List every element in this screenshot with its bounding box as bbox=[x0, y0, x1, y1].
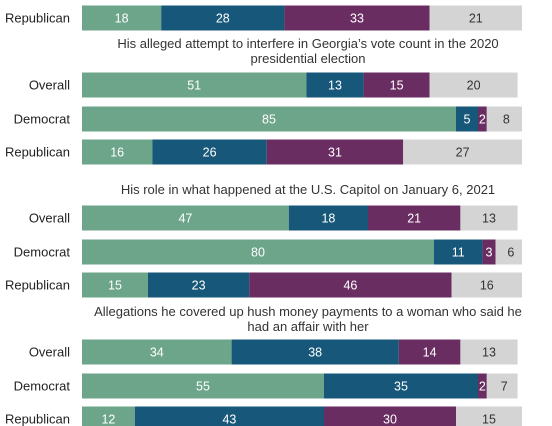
bar-segment-1 bbox=[82, 139, 153, 165]
row-label-republican: Republican bbox=[5, 145, 70, 160]
bar-segment-1 bbox=[82, 106, 456, 132]
row-label-democrat: Democrat bbox=[14, 379, 71, 394]
data-label: 38 bbox=[308, 346, 322, 360]
bar-segment-3 bbox=[478, 106, 487, 132]
group-title-3-line-0: Allegations he covered up hush money pay… bbox=[94, 304, 522, 319]
data-label: 7 bbox=[501, 380, 508, 394]
bar-segment-2 bbox=[152, 139, 267, 165]
data-label: 18 bbox=[115, 12, 129, 26]
bar-segment-3 bbox=[482, 239, 496, 265]
bar-segment-4 bbox=[429, 72, 518, 98]
bar-segment-1 bbox=[82, 5, 162, 31]
row-label-overall: Overall bbox=[29, 345, 70, 360]
data-label: 13 bbox=[482, 346, 496, 360]
bar-segment-2 bbox=[306, 72, 364, 98]
bar-segment-2 bbox=[456, 106, 478, 132]
bar-segment-2 bbox=[324, 373, 478, 399]
data-label: 5 bbox=[464, 113, 471, 127]
bar-segment-1 bbox=[82, 239, 434, 265]
data-label: 80 bbox=[251, 246, 265, 260]
row-label-overall: Overall bbox=[29, 211, 70, 226]
bar-segment-3 bbox=[478, 373, 487, 399]
data-label: 18 bbox=[321, 212, 335, 226]
bar-segment-3 bbox=[363, 72, 430, 98]
data-label: 46 bbox=[343, 279, 357, 293]
data-label: 2 bbox=[479, 113, 486, 127]
data-label: 33 bbox=[350, 12, 364, 26]
data-label: 12 bbox=[101, 413, 115, 426]
bar-segment-2 bbox=[148, 272, 250, 298]
bar-segment-4 bbox=[403, 139, 522, 165]
data-label: 23 bbox=[192, 279, 206, 293]
data-label: 47 bbox=[178, 212, 192, 226]
bar-segment-2 bbox=[434, 239, 483, 265]
data-label: 35 bbox=[394, 380, 408, 394]
bar-segment-2 bbox=[231, 339, 399, 365]
bar-segment-4 bbox=[460, 205, 518, 231]
data-label: 11 bbox=[452, 246, 465, 260]
data-label: 15 bbox=[108, 279, 122, 293]
data-label: 28 bbox=[216, 12, 230, 26]
bar-segment-3 bbox=[398, 339, 461, 365]
row-label-republican: Republican bbox=[5, 11, 70, 26]
data-label: 55 bbox=[196, 380, 210, 394]
bar-segment-2 bbox=[288, 205, 368, 231]
data-label: 13 bbox=[482, 212, 496, 226]
data-label: 26 bbox=[203, 146, 217, 160]
bar-segment-1 bbox=[82, 406, 135, 426]
row-label-republican: Republican bbox=[5, 278, 70, 293]
data-label: 16 bbox=[480, 279, 494, 293]
data-label: 21 bbox=[407, 212, 421, 226]
data-label: 13 bbox=[328, 79, 342, 93]
data-label: 14 bbox=[423, 346, 437, 360]
data-label: 3 bbox=[486, 246, 493, 260]
bar-segment-3 bbox=[324, 406, 456, 426]
bar-segment-4 bbox=[486, 373, 518, 399]
group-title-3-line-1: had an affair with her bbox=[247, 319, 369, 334]
data-label: 15 bbox=[482, 413, 496, 426]
bar-segment-4 bbox=[429, 5, 522, 31]
group-title-2-line-0: His role in what happened at the U.S. Ca… bbox=[121, 182, 495, 197]
data-label: 6 bbox=[507, 246, 514, 260]
data-label: 31 bbox=[328, 146, 342, 160]
bar-segment-2 bbox=[134, 406, 324, 426]
bar-segment-3 bbox=[284, 5, 430, 31]
bar-segment-4 bbox=[495, 239, 522, 265]
data-label: 34 bbox=[150, 346, 164, 360]
bar-segment-1 bbox=[82, 72, 307, 98]
group-title-1-line-1: presidential election bbox=[251, 51, 366, 66]
data-label: 20 bbox=[467, 79, 481, 93]
bar-segment-3 bbox=[266, 139, 404, 165]
bar-segment-4 bbox=[460, 339, 518, 365]
data-label: 16 bbox=[110, 146, 124, 160]
data-label: 43 bbox=[222, 413, 236, 426]
bar-segment-4 bbox=[456, 406, 522, 426]
group-title-1-line-0: His alleged attempt to interfere in Geor… bbox=[117, 36, 498, 51]
row-label-overall: Overall bbox=[29, 78, 70, 93]
bar-segment-3 bbox=[249, 272, 452, 298]
data-label: 8 bbox=[503, 113, 510, 127]
bar-segment-2 bbox=[161, 5, 285, 31]
bar-segment-1 bbox=[82, 339, 232, 365]
row-label-democrat: Democrat bbox=[14, 112, 71, 127]
bar-segment-1 bbox=[82, 272, 148, 298]
row-label-republican: Republican bbox=[5, 412, 70, 426]
data-label: 85 bbox=[262, 113, 276, 127]
data-label: 2 bbox=[479, 380, 486, 394]
bar-segment-4 bbox=[486, 106, 522, 132]
data-label: 21 bbox=[469, 12, 483, 26]
data-label: 15 bbox=[390, 79, 404, 93]
bar-segment-1 bbox=[82, 373, 324, 399]
bar-segment-4 bbox=[451, 272, 522, 298]
bar-segment-3 bbox=[368, 205, 461, 231]
data-label: 27 bbox=[456, 146, 470, 160]
data-label: 51 bbox=[187, 79, 201, 93]
bar-segment-1 bbox=[82, 205, 289, 231]
row-label-democrat: Democrat bbox=[14, 245, 71, 260]
data-label: 30 bbox=[383, 413, 397, 426]
